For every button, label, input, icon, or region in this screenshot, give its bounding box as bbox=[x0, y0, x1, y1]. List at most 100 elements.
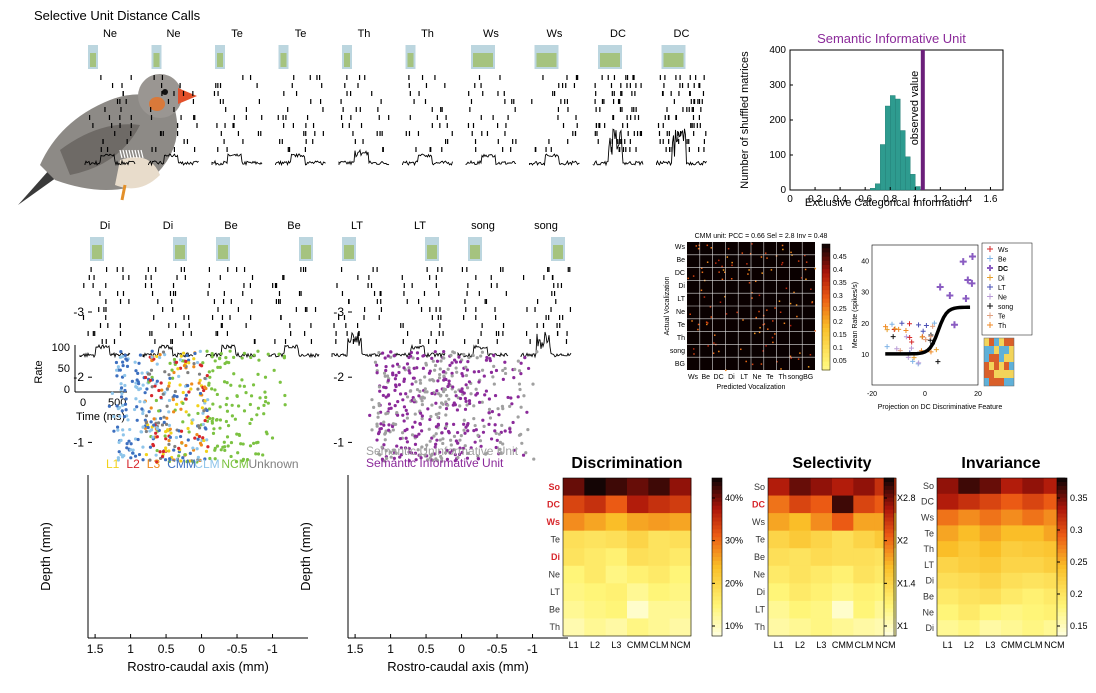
unit-dot bbox=[154, 398, 158, 403]
unit-dot bbox=[465, 456, 470, 460]
confusion-colorbar-tick: 0.05 bbox=[833, 358, 847, 365]
legend-marker bbox=[987, 312, 993, 319]
unit-dot bbox=[224, 356, 228, 360]
heatmap-cell bbox=[853, 583, 876, 602]
unit-dot bbox=[117, 440, 121, 444]
unit-dot bbox=[177, 454, 181, 458]
heatmap-cell bbox=[584, 530, 607, 549]
raster-panel: Th bbox=[402, 28, 453, 167]
heatmap-cell bbox=[853, 530, 876, 549]
legend-label: Ws bbox=[998, 247, 1009, 254]
scatter-point bbox=[884, 344, 890, 350]
scatter-point bbox=[950, 321, 958, 329]
heatmap-cell bbox=[1001, 541, 1023, 558]
confusion-ylabel: Actual Vocalization bbox=[664, 277, 671, 336]
unit-dot bbox=[167, 381, 172, 385]
heatmap-cell bbox=[853, 478, 876, 496]
unit-dot bbox=[147, 410, 151, 414]
scatter-point bbox=[946, 292, 954, 300]
unit-dot bbox=[181, 351, 186, 355]
unit-dot bbox=[430, 403, 434, 407]
unit-dot bbox=[162, 420, 166, 424]
unit-dot bbox=[407, 368, 411, 373]
raster-panel: Ws bbox=[465, 28, 517, 166]
unit-dot bbox=[123, 402, 128, 406]
unit-dot bbox=[182, 363, 187, 368]
unit-dot bbox=[414, 458, 418, 462]
heatmap-cell bbox=[979, 557, 1002, 574]
heatmap-cell bbox=[669, 530, 692, 549]
histogram-xtick: 0 bbox=[787, 194, 793, 205]
unit-dot bbox=[264, 395, 268, 399]
unit-dot bbox=[436, 379, 440, 383]
unit-dot bbox=[428, 378, 432, 382]
heatmap-cell bbox=[627, 478, 649, 496]
unit-dot bbox=[199, 364, 204, 368]
unit-dot bbox=[155, 426, 160, 431]
heatmap-cell bbox=[768, 495, 790, 514]
legend-marker bbox=[987, 293, 993, 300]
unit-dot bbox=[214, 418, 219, 422]
unit-dot bbox=[119, 386, 124, 390]
unit-dot bbox=[197, 381, 201, 385]
unit-dot bbox=[156, 421, 161, 425]
heatmap-row-label: Ne bbox=[922, 607, 934, 617]
unit-dot bbox=[164, 446, 168, 450]
heatmap-cell bbox=[958, 493, 981, 510]
unit-dot bbox=[454, 439, 458, 443]
unit-dot bbox=[383, 438, 387, 442]
unit-dot bbox=[413, 442, 418, 446]
unit-dot bbox=[420, 414, 424, 418]
heatmap-cell bbox=[605, 513, 628, 532]
unit-dot bbox=[213, 446, 217, 450]
unit-dot bbox=[430, 452, 434, 456]
unit-dot bbox=[229, 454, 233, 459]
unit-dot bbox=[409, 451, 414, 455]
raster-panel: Te bbox=[275, 28, 326, 167]
unit-dot bbox=[392, 456, 396, 460]
unit-dot bbox=[418, 453, 422, 457]
unit-dot bbox=[146, 425, 150, 430]
unit-dot bbox=[523, 356, 527, 360]
rc-tick: -1 bbox=[267, 642, 278, 656]
unit-dot bbox=[397, 383, 402, 387]
unit-dot bbox=[181, 390, 185, 395]
unit-dot bbox=[137, 452, 142, 457]
heatmap-cell bbox=[768, 600, 790, 619]
unit-dot bbox=[445, 457, 450, 461]
unit-dot bbox=[451, 385, 455, 389]
unit-dot bbox=[117, 450, 121, 454]
unit-dot bbox=[425, 390, 429, 394]
raster-label: Te bbox=[295, 28, 307, 40]
unit-dot bbox=[434, 432, 438, 436]
time-axis-label: Time (ms) bbox=[76, 411, 125, 423]
unit-dot bbox=[379, 426, 383, 431]
raster-panel: Th bbox=[338, 28, 390, 166]
unit-dot bbox=[433, 350, 437, 354]
confusion-col-label: Th bbox=[779, 374, 787, 381]
unit-dot bbox=[404, 408, 408, 412]
unit-dot bbox=[198, 378, 202, 382]
unit-dot bbox=[418, 378, 422, 382]
confusion-col-label: Be bbox=[702, 374, 711, 381]
heatmap-cell bbox=[789, 583, 812, 602]
unit-dot bbox=[446, 429, 451, 434]
depth-tick: -1 bbox=[73, 435, 84, 449]
unit-dot bbox=[508, 404, 512, 408]
rate-tick-label: 0 bbox=[64, 384, 70, 396]
heatmap-cell bbox=[810, 478, 833, 496]
unit-dot bbox=[283, 393, 287, 398]
unit-dot bbox=[384, 365, 388, 369]
heatmap-col-label: L1 bbox=[569, 640, 579, 650]
heatmap-cell bbox=[768, 478, 790, 496]
unit-dot bbox=[133, 437, 138, 441]
unit-dot bbox=[418, 389, 422, 393]
heatmap-cell bbox=[584, 478, 607, 496]
psth-trace bbox=[465, 153, 517, 166]
unit-dot bbox=[439, 454, 443, 459]
unit-dot bbox=[458, 438, 462, 442]
unit-dot bbox=[458, 396, 463, 401]
anat-regions-plot: -1 -2 -3 1.5 1 0.5 0 -0.5 -1 Rostro-caudal axis (… bbox=[38, 305, 308, 674]
raster-panel: Ne bbox=[148, 28, 199, 167]
unit-dot bbox=[443, 451, 448, 455]
